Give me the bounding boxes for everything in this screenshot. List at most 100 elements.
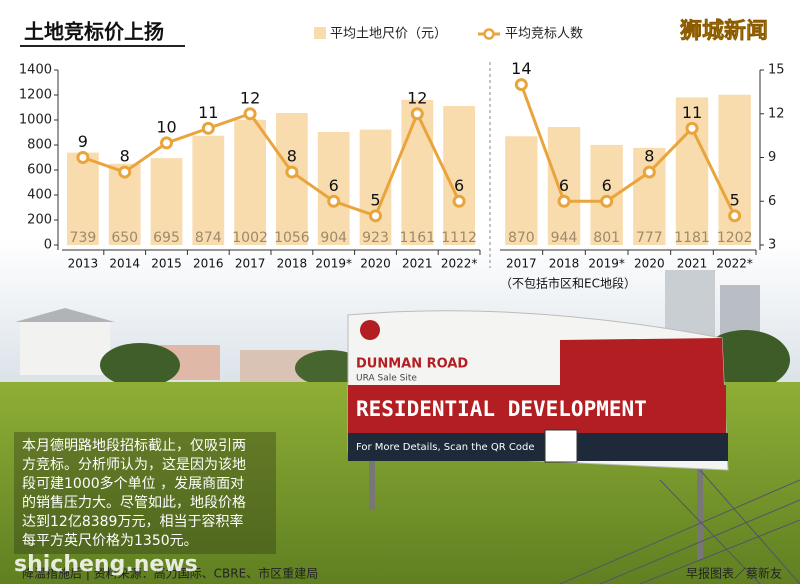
line-value-label: 8 bbox=[287, 147, 297, 166]
watermark: shicheng.news bbox=[14, 552, 198, 577]
y2-tick-label: 6 bbox=[768, 194, 776, 209]
bar bbox=[443, 106, 475, 245]
bar-value-label: 1112 bbox=[441, 230, 477, 246]
bar bbox=[633, 147, 666, 245]
bar bbox=[150, 158, 183, 245]
y2-tick-label: 12 bbox=[768, 106, 785, 121]
y-tick-label: 800 bbox=[27, 138, 52, 153]
bar-value-label: 1056 bbox=[274, 230, 310, 246]
line-marker bbox=[452, 194, 466, 208]
tree bbox=[100, 343, 180, 387]
line-marker bbox=[160, 136, 173, 150]
x-tick-label: 2019* bbox=[315, 257, 352, 271]
qr-code bbox=[544, 429, 578, 463]
y-tick-label: 0 bbox=[44, 238, 52, 253]
y-tick-label: 1200 bbox=[19, 88, 52, 103]
x-tick-label: 2015 bbox=[151, 257, 182, 271]
line-marker bbox=[285, 165, 299, 179]
caption-backdrop bbox=[14, 432, 276, 554]
line-value-label: 12 bbox=[407, 88, 427, 107]
bar bbox=[317, 132, 350, 245]
y-tick-label: 200 bbox=[27, 213, 52, 228]
bar bbox=[192, 135, 225, 245]
x-tick-label: 2020 bbox=[360, 257, 391, 271]
bar-value-label: 1181 bbox=[674, 230, 710, 246]
y-tick-label: 1000 bbox=[19, 113, 52, 128]
credit: 早报图表／蔡新友 bbox=[686, 566, 782, 581]
chart-title: 土地竞标价上扬 bbox=[24, 20, 164, 44]
line-marker bbox=[728, 209, 742, 223]
bar bbox=[401, 99, 434, 245]
line-marker bbox=[76, 151, 90, 164]
bar-value-label: 904 bbox=[320, 230, 347, 246]
legend-label: 平均土地尺价（元） bbox=[330, 27, 447, 42]
sign-red-corner bbox=[560, 338, 724, 385]
x-tick-label: 2013 bbox=[68, 257, 99, 271]
line-marker bbox=[410, 107, 424, 121]
legend-marker bbox=[483, 28, 495, 40]
x-tick-label: 2020 bbox=[634, 257, 665, 271]
line-value-label: 11 bbox=[198, 103, 218, 122]
legend-label: 平均竞标人数 bbox=[505, 26, 583, 42]
line-marker bbox=[118, 165, 132, 179]
x-tick-label: 2018 bbox=[277, 257, 308, 271]
x-tick-label: 2022* bbox=[441, 257, 478, 271]
bar bbox=[547, 127, 581, 245]
line-marker bbox=[201, 121, 215, 135]
x-tick-label: 2017 bbox=[235, 257, 266, 271]
sign-dark-band bbox=[348, 433, 728, 461]
sign-headline: RESIDENTIAL DEVELOPMENT bbox=[356, 397, 647, 421]
y2-tick-label: 9 bbox=[768, 150, 776, 165]
y-tick-label: 400 bbox=[27, 188, 52, 203]
bar bbox=[718, 94, 751, 245]
y-tick-label: 600 bbox=[27, 163, 52, 178]
brand: 狮城新闻 bbox=[680, 18, 768, 44]
note: （不包括市区和EC地段） bbox=[500, 276, 636, 291]
bar-value-label: 874 bbox=[195, 230, 222, 246]
bar bbox=[234, 119, 266, 245]
line-value-label: 5 bbox=[370, 190, 380, 209]
legend-swatch bbox=[314, 27, 326, 39]
line-marker bbox=[642, 165, 656, 179]
line-value-label: 11 bbox=[682, 103, 702, 122]
bar bbox=[505, 136, 538, 245]
caption-line: 每平方英尺价格为1350元。 bbox=[22, 532, 198, 549]
line-value-label: 6 bbox=[454, 176, 464, 195]
bar-value-label: 801 bbox=[593, 230, 620, 246]
bar-value-label: 1202 bbox=[717, 230, 753, 246]
caption-line: 方竞标。分析师认为，这是因为该地 bbox=[22, 456, 246, 473]
x-tick-label: 2014 bbox=[109, 257, 140, 271]
caption-line: 段可建1000多个单位 ，发展商面对 bbox=[22, 475, 244, 492]
bar-value-label: 923 bbox=[362, 230, 389, 246]
line-value-label: 6 bbox=[559, 176, 569, 195]
line-marker bbox=[327, 194, 341, 208]
line-value-label: 6 bbox=[329, 176, 339, 195]
line-marker bbox=[369, 209, 382, 223]
fence bbox=[559, 469, 800, 584]
bar-value-label: 650 bbox=[111, 230, 138, 246]
bar bbox=[67, 152, 99, 245]
line-value-label: 10 bbox=[156, 117, 176, 136]
caption: 本月德明路地段招标截止，仅吸引两方竞标。分析师认为，这是因为该地段可建1000多… bbox=[22, 438, 246, 549]
bar-value-label: 777 bbox=[636, 230, 663, 246]
sign-site: URA Sale Site bbox=[356, 374, 417, 384]
x-tick-label: 2017 bbox=[506, 257, 537, 271]
sign-road: DUNMAN ROAD bbox=[356, 357, 468, 372]
bar-value-label: 695 bbox=[153, 230, 180, 246]
bar-value-label: 1002 bbox=[232, 230, 268, 246]
x-tick-label: 2018 bbox=[549, 257, 580, 271]
line-value-label: 8 bbox=[644, 147, 654, 166]
bar-value-label: 870 bbox=[508, 230, 535, 246]
caption-line: 本月德明路地段招标截止，仅吸引两 bbox=[22, 438, 246, 454]
line-value-label: 8 bbox=[120, 147, 130, 166]
sign-details: For More Details, Scan the QR Code bbox=[356, 442, 534, 453]
caption-line: 的销售压力大。尽管如此，地段价格 bbox=[22, 495, 246, 511]
line-marker bbox=[243, 107, 257, 121]
line-marker bbox=[600, 194, 614, 208]
x-tick-label: 2021 bbox=[677, 257, 708, 271]
line-value-label: 14 bbox=[511, 59, 531, 78]
line bbox=[82, 110, 461, 218]
line-value-label: 5 bbox=[730, 190, 740, 209]
